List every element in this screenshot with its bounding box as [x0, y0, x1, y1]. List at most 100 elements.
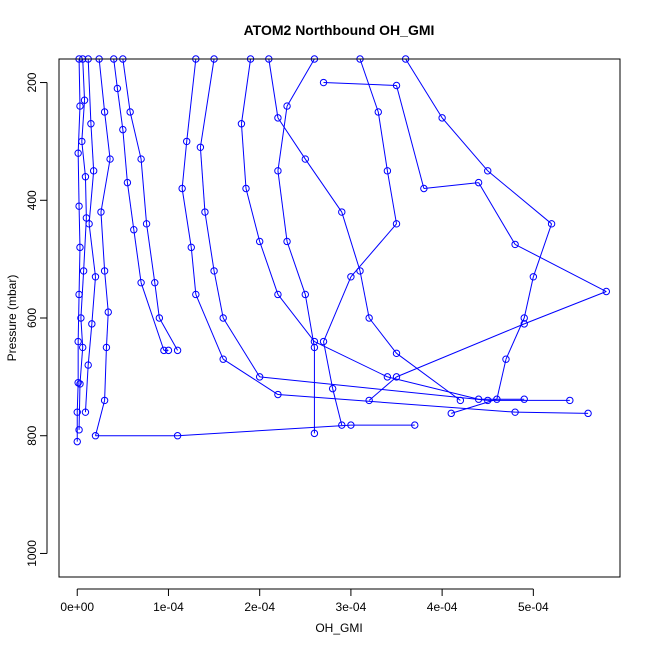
series-line-segment — [377, 111, 388, 171]
series-line-segment — [240, 123, 247, 189]
data-point — [79, 267, 88, 275]
series-line-segment — [82, 58, 86, 101]
data-point — [74, 379, 82, 387]
chart-title: ATOM2 Northbound OH_GMI — [244, 22, 435, 38]
x-tick-label: 3e-04 — [336, 600, 367, 614]
data-point — [566, 396, 574, 405]
data-point — [547, 220, 556, 228]
data-point — [126, 108, 134, 116]
data-series — [196, 55, 574, 405]
series-line-segment — [359, 58, 379, 113]
x-tick-label: 1e-04 — [153, 600, 184, 614]
data-point — [76, 102, 84, 110]
series-line-segment — [213, 270, 224, 319]
data-series — [401, 55, 556, 418]
series-line-segment — [323, 276, 352, 342]
data-point — [511, 240, 519, 249]
data-point — [155, 314, 164, 322]
data-point — [310, 343, 319, 352]
data-point — [104, 308, 112, 316]
series-line-segment — [405, 58, 443, 119]
series-line-segment — [77, 294, 80, 342]
series-line-segment — [514, 243, 607, 292]
data-point — [87, 120, 95, 128]
y-tick-label: 400 — [25, 190, 39, 210]
data-point — [210, 267, 218, 275]
data-point — [283, 102, 291, 110]
data-point — [392, 81, 401, 90]
data-point — [88, 320, 96, 328]
series-line-segment — [84, 176, 87, 218]
data-point — [201, 208, 209, 216]
series-line-segment — [277, 394, 516, 413]
data-series — [319, 78, 611, 405]
series-line-segment — [177, 424, 351, 437]
x-axis-label: OH_GMI — [315, 621, 362, 635]
data-point — [81, 408, 90, 416]
data-point — [347, 421, 355, 429]
series-line-segment — [396, 352, 461, 401]
data-point — [97, 208, 105, 216]
series-line-segment — [126, 182, 135, 230]
series-line-segment — [76, 382, 79, 413]
series-line-segment — [386, 170, 398, 224]
series-line-segment — [423, 182, 479, 189]
series-line-segment — [105, 312, 109, 348]
data-point — [160, 346, 168, 355]
series-line-segment — [323, 82, 397, 86]
data-series — [237, 55, 528, 403]
series-line-segment — [396, 85, 425, 189]
x-tick-label: 4e-04 — [427, 600, 458, 614]
data-point — [137, 278, 145, 287]
data-point — [274, 167, 282, 175]
series-line-segment — [104, 270, 109, 313]
series-line-segment — [396, 323, 525, 378]
data-point — [76, 380, 84, 388]
series-line-segment — [532, 223, 553, 277]
data-point — [338, 421, 346, 429]
data-point — [173, 432, 182, 440]
data-point — [520, 395, 528, 403]
series-layer — [73, 55, 611, 446]
y-axis-label: Pressure (mbar) — [5, 275, 19, 362]
data-series — [73, 55, 84, 446]
series-line-segment — [83, 217, 87, 271]
data-point — [85, 220, 93, 228]
data-point — [274, 390, 282, 399]
data-point — [474, 178, 483, 187]
series-line-segment — [87, 323, 93, 366]
data-point — [242, 184, 250, 193]
series-line-segment — [90, 123, 95, 171]
series-line-segment — [350, 223, 397, 278]
data-point — [75, 426, 83, 434]
series-line-segment — [190, 247, 197, 295]
series-line-segment — [259, 376, 488, 401]
data-point — [183, 137, 191, 146]
data-point — [484, 396, 492, 405]
series-line-segment — [387, 376, 479, 400]
data-point — [219, 355, 227, 363]
data-point — [474, 395, 483, 403]
y-tick-label: 600 — [25, 308, 39, 328]
series-line-segment — [304, 294, 315, 348]
data-point — [100, 267, 109, 275]
data-point — [142, 220, 151, 228]
data-point — [187, 243, 195, 252]
series-line-segment — [277, 170, 288, 242]
series-line-segment — [81, 100, 86, 142]
data-point — [301, 155, 309, 163]
data-point — [219, 314, 227, 322]
series-line-segment — [451, 398, 498, 414]
series-line-segment — [496, 359, 507, 400]
data-point — [196, 143, 205, 151]
data-point — [237, 120, 246, 128]
series-line-segment — [140, 159, 148, 224]
data-point — [119, 125, 127, 134]
series-line-segment — [515, 411, 589, 414]
data-point — [319, 337, 328, 346]
data-point — [383, 167, 392, 175]
series-line-segment — [199, 147, 206, 213]
data-point — [602, 287, 611, 296]
data-point — [84, 361, 92, 369]
